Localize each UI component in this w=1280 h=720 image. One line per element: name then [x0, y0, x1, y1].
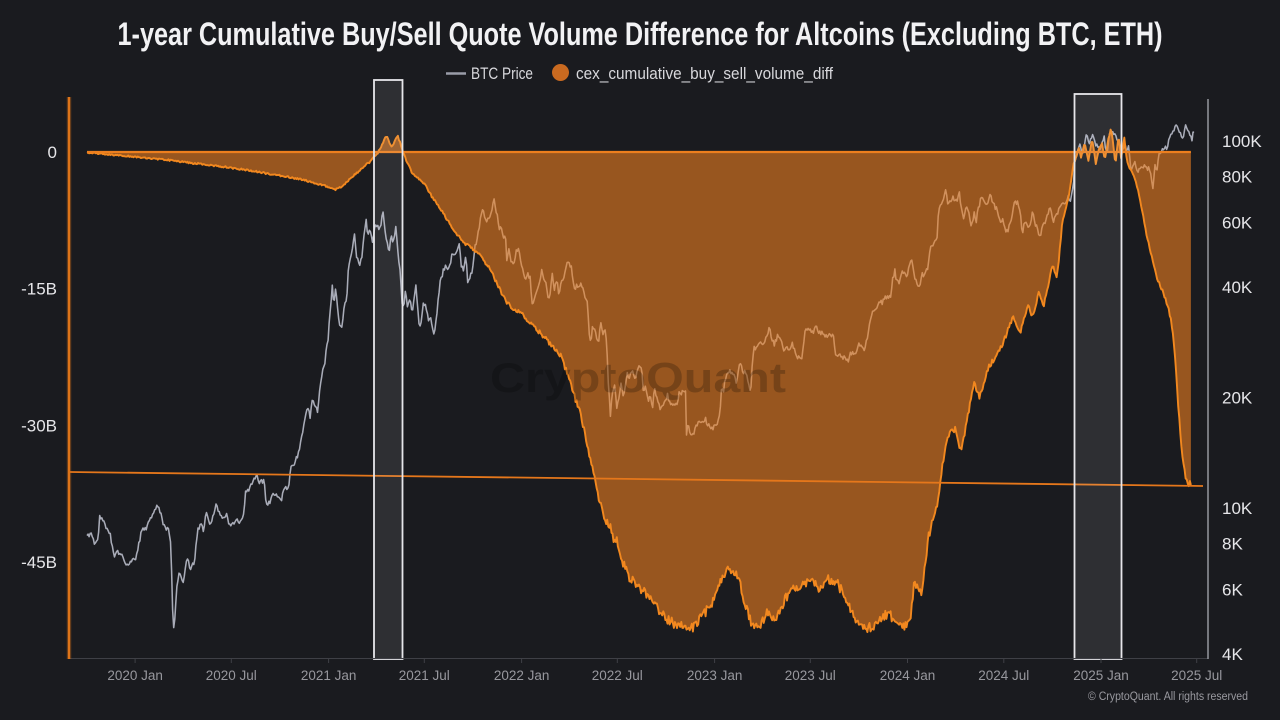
svg-text:2024 Jul: 2024 Jul — [978, 668, 1029, 683]
svg-text:2021 Jan: 2021 Jan — [301, 668, 357, 683]
svg-text:2021 Jul: 2021 Jul — [399, 668, 450, 683]
svg-text:2022 Jan: 2022 Jan — [494, 668, 550, 683]
svg-text:-15B: -15B — [21, 280, 57, 299]
svg-text:2023 Jan: 2023 Jan — [687, 668, 743, 683]
svg-text:cex_cumulative_buy_sell_volume: cex_cumulative_buy_sell_volume_diff — [576, 64, 833, 83]
svg-text:8K: 8K — [1222, 535, 1243, 554]
svg-text:© CryptoQuant. All rights rese: © CryptoQuant. All rights reserved — [1088, 691, 1248, 703]
svg-text:80K: 80K — [1222, 168, 1253, 187]
svg-text:2020 Jul: 2020 Jul — [206, 668, 257, 683]
svg-text:10K: 10K — [1222, 499, 1253, 518]
svg-text:4K: 4K — [1222, 645, 1243, 664]
svg-text:2024 Jan: 2024 Jan — [880, 668, 936, 683]
svg-text:40K: 40K — [1222, 278, 1253, 297]
svg-text:20K: 20K — [1222, 388, 1253, 407]
svg-text:2025 Jan: 2025 Jan — [1073, 668, 1129, 683]
svg-text:2022 Jul: 2022 Jul — [592, 668, 643, 683]
svg-text:-45B: -45B — [21, 553, 57, 572]
svg-text:1-year Cumulative Buy/Sell Quo: 1-year Cumulative Buy/Sell Quote Volume … — [118, 16, 1163, 52]
svg-text:2023 Jul: 2023 Jul — [785, 668, 836, 683]
svg-text:6K: 6K — [1222, 580, 1243, 599]
svg-text:2025 Jul: 2025 Jul — [1171, 668, 1222, 683]
svg-text:CryptoQuant: CryptoQuant — [490, 354, 786, 401]
svg-text:0: 0 — [48, 143, 57, 162]
svg-text:BTC Price: BTC Price — [471, 64, 533, 83]
svg-text:-30B: -30B — [21, 416, 57, 435]
svg-text:2020 Jan: 2020 Jan — [107, 668, 163, 683]
svg-text:100K: 100K — [1222, 132, 1262, 151]
svg-text:60K: 60K — [1222, 213, 1253, 232]
